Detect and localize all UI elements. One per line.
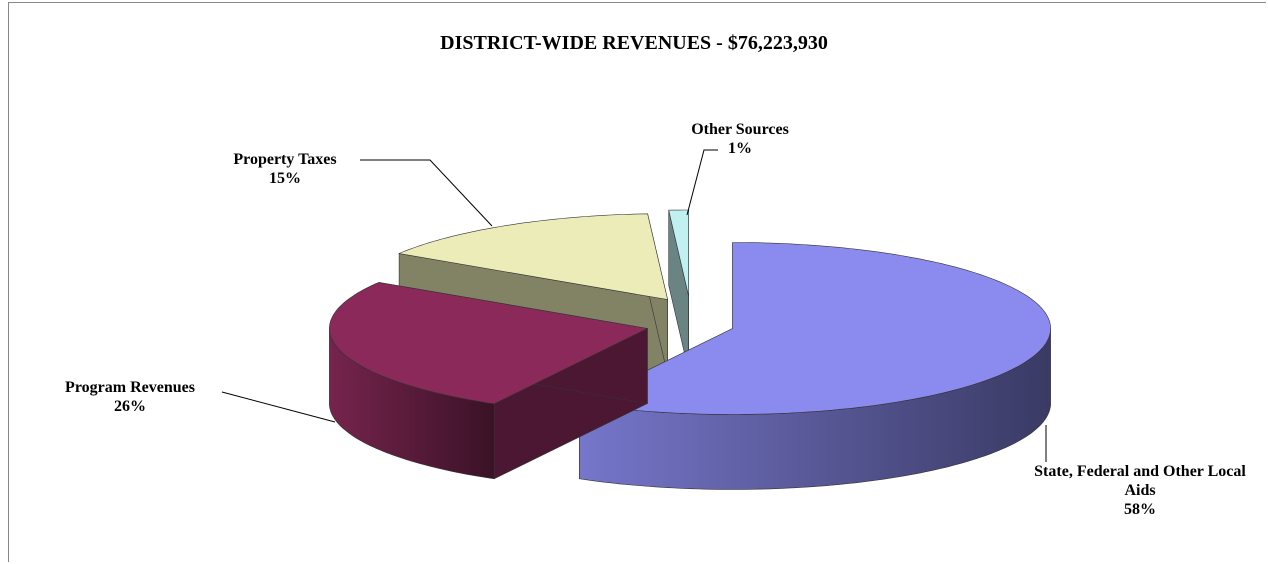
slice-label: State, Federal and Other Local Aids 58%: [1020, 462, 1260, 519]
slice-label: Property Taxes 15%: [200, 150, 370, 188]
category-label: Other Sources: [691, 121, 789, 138]
slice-top: [398, 213, 668, 300]
value-label: 58%: [1124, 501, 1156, 518]
slice-top: [578, 242, 1051, 415]
value-label: 15%: [269, 170, 301, 187]
category-label: Program Revenues: [65, 379, 195, 396]
category-label: State, Federal and Other Local Aids: [1034, 463, 1246, 499]
value-label: 1%: [728, 140, 752, 157]
value-label: 26%: [114, 398, 146, 415]
pie-slice: [329, 282, 649, 480]
leader-line: [360, 159, 493, 227]
slice-label: Other Sources 1%: [670, 120, 810, 158]
pie-slice: [578, 242, 1051, 490]
chart-title: DISTRICT-WIDE REVENUES - $76,223,930: [440, 32, 828, 54]
leader-line: [686, 149, 718, 216]
chart-frame: [8, 2, 1266, 562]
slice-top: [329, 282, 649, 405]
slice-label: Program Revenues 26%: [30, 378, 230, 416]
pie-slice: [668, 209, 689, 372]
leader-line: [221, 391, 336, 423]
category-label: Property Taxes: [233, 151, 337, 168]
